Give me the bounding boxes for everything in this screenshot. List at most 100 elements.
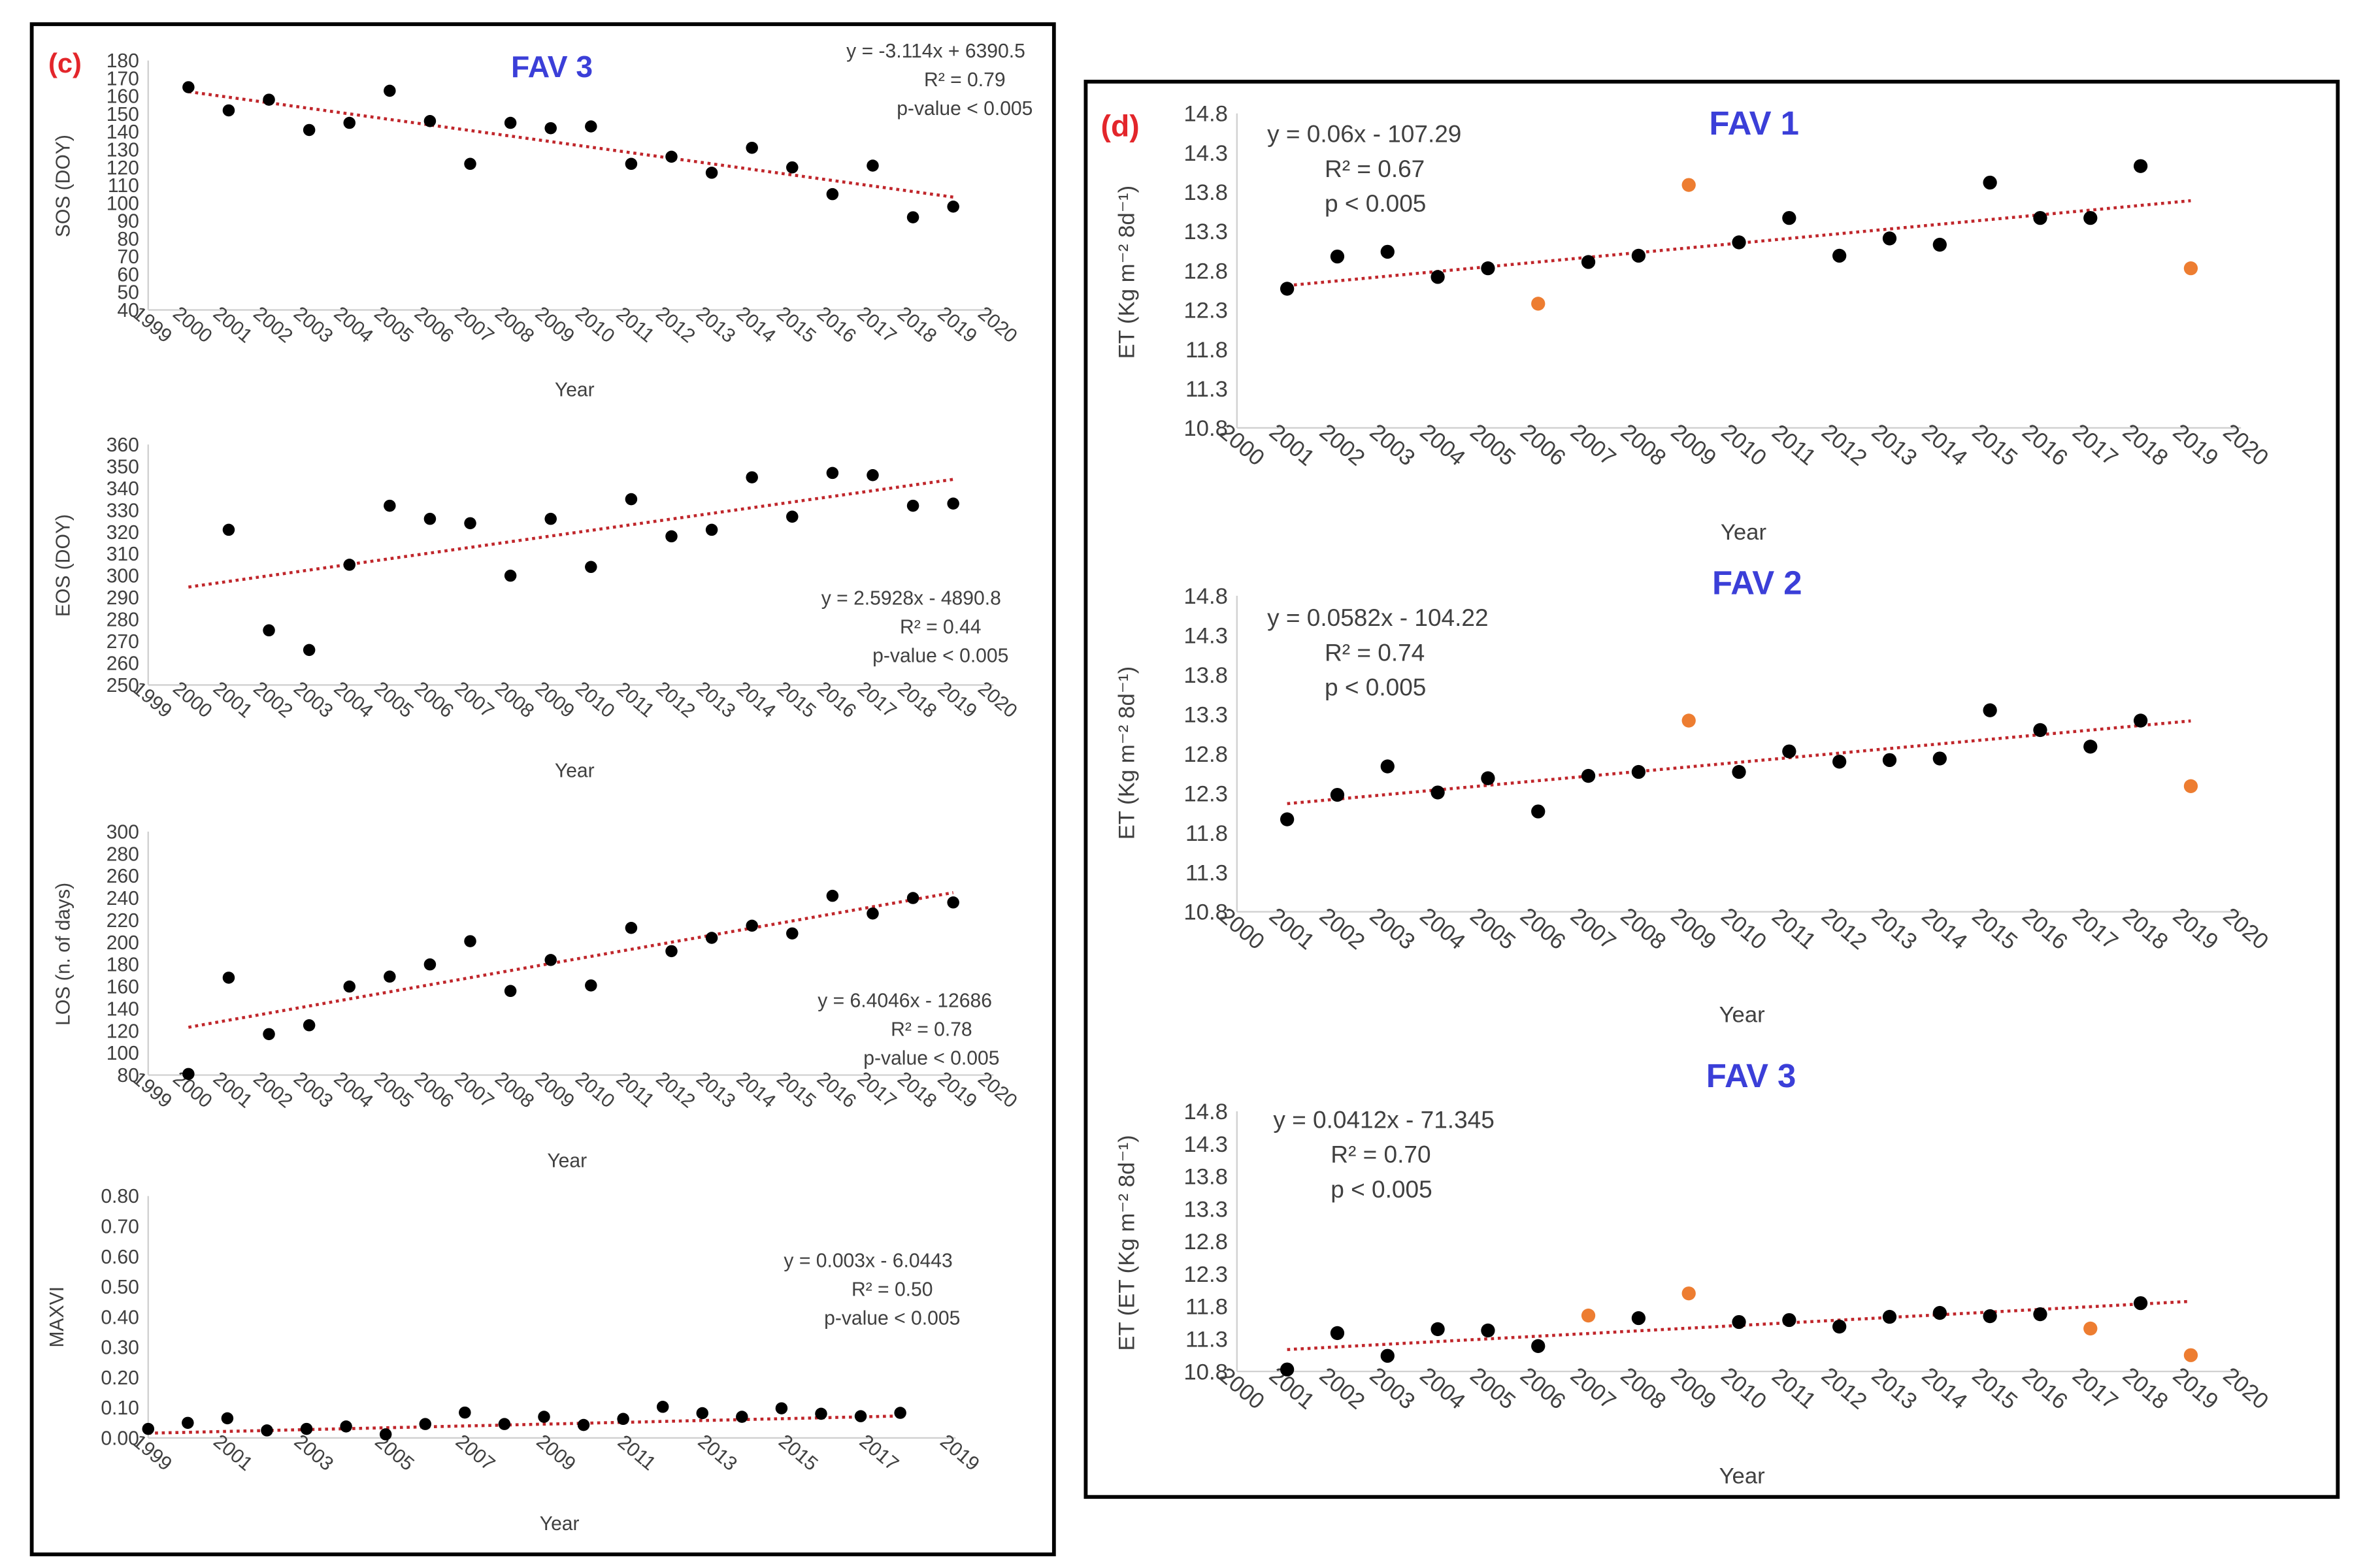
y-tick-label: 80 [117, 229, 139, 250]
data-point [1932, 237, 1947, 252]
y-tick-label: 110 [108, 175, 139, 197]
y-tick-label: 240 [107, 888, 139, 909]
y-tick-label: 13.8 [1183, 1165, 1228, 1190]
data-point [826, 466, 839, 480]
x-axis-title: Year [547, 1151, 587, 1172]
y-tick-label: 14.3 [1183, 623, 1228, 648]
y-tick-label: 140 [107, 998, 139, 1020]
y-tick-label: 12.8 [1183, 1230, 1228, 1254]
data-point [1832, 1319, 1847, 1334]
data-point [423, 512, 437, 525]
data-point [1481, 261, 1495, 276]
y-tick-label: 180 [107, 955, 139, 976]
trend-equation: y = 6.4046x - 12686 [818, 990, 992, 1011]
y-tick-label: 40 [117, 300, 139, 321]
data-point [222, 104, 235, 117]
trend-equation: R² = 0.67 [1325, 155, 1425, 182]
data-point [2083, 210, 2098, 225]
y-tick-label: 170 [107, 68, 139, 90]
data-point [705, 932, 718, 944]
data-point [585, 561, 597, 574]
data-point [894, 1407, 906, 1419]
y-tick-label: 200 [107, 932, 139, 954]
trend-equation: p < 0.005 [1325, 674, 1426, 701]
data-point [705, 523, 718, 536]
data-point [1732, 235, 1746, 250]
trend-equation: y = 0.0582x - 104.22 [1267, 604, 1489, 631]
y-tick-label: 0.10 [101, 1397, 139, 1419]
data-point [1782, 1313, 1796, 1328]
y-axis-title: ET (Kg m⁻² 8d⁻¹) [1114, 666, 1139, 840]
data-point [947, 896, 959, 909]
data-point [665, 945, 678, 958]
data-point [221, 1412, 234, 1425]
y-tick-label: 80 [117, 1065, 139, 1086]
trend-equation: R² = 0.74 [1325, 638, 1425, 666]
data-point [746, 471, 758, 483]
data-point [1581, 255, 1596, 269]
y-tick-label: 300 [107, 821, 139, 843]
highlight-point [2183, 261, 2198, 276]
y-tick-label: 260 [107, 653, 139, 674]
y-tick-label: 70 [117, 246, 139, 268]
y-axis-title: EOS (DOY) [52, 514, 74, 617]
data-point [263, 93, 275, 106]
y-tick-label: 0.30 [101, 1337, 139, 1359]
trendline [188, 890, 954, 1029]
data-point [625, 493, 638, 506]
data-point [222, 523, 235, 536]
data-point [826, 889, 839, 902]
panel-d-label: (d) [1101, 108, 1140, 142]
trend-equation: p < 0.005 [1331, 1175, 1432, 1203]
trend-equation: y = 0.0412x - 71.345 [1273, 1106, 1494, 1134]
chart-d3-title: FAV 3 [1706, 1057, 1796, 1094]
y-tick-label: 0.50 [101, 1277, 139, 1298]
y-tick-label: 13.3 [1183, 702, 1228, 727]
data-point [303, 123, 316, 137]
x-axis-title: Year [1719, 1463, 1765, 1488]
data-point [815, 1407, 827, 1420]
data-point [544, 122, 557, 135]
highlight-point [1581, 1308, 1596, 1323]
y-tick-label: 220 [107, 910, 139, 932]
data-point [2083, 740, 2098, 754]
y-tick-label: 11.8 [1185, 1295, 1228, 1320]
data-point [2033, 210, 2047, 225]
y-tick-label: 350 [107, 456, 139, 478]
data-point [1882, 753, 1897, 768]
x-axis-title: Year [1721, 520, 1766, 545]
chart-d1-title: FAV 1 [1709, 105, 1799, 142]
data-point [379, 1428, 392, 1441]
data-point [464, 935, 476, 947]
y-tick-label: 90 [117, 211, 139, 233]
data-point [263, 1028, 275, 1041]
y-tick-label: 290 [107, 587, 139, 609]
data-point [906, 892, 919, 904]
data-point [504, 985, 517, 998]
y-tick-label: 150 [107, 104, 139, 125]
y-tick-label: 180 [107, 50, 139, 72]
data-point [786, 161, 799, 174]
y-tick-label: 12.3 [1183, 299, 1228, 323]
trendline [148, 1414, 901, 1435]
data-point [1330, 249, 1345, 264]
y-tick-label: 50 [117, 282, 139, 304]
y-tick-label: 11.3 [1185, 860, 1228, 885]
data-point [182, 1416, 194, 1429]
y-axis-title: MAXVI [46, 1286, 68, 1348]
trend-equation: y = 0.003x - 6.0443 [784, 1250, 952, 1271]
data-point [1431, 785, 1445, 800]
y-tick-label: 11.3 [1185, 377, 1228, 402]
data-point [705, 167, 718, 179]
data-point [384, 84, 396, 97]
data-point [303, 1019, 316, 1032]
data-point [1932, 751, 1947, 766]
y-tick-label: 12.8 [1183, 259, 1228, 284]
y-axis-title: LOS (n. of days) [52, 883, 74, 1026]
data-point [384, 970, 396, 983]
trend-equation: p-value < 0.005 [872, 645, 1008, 667]
data-point [182, 1068, 195, 1081]
y-tick-label: 320 [107, 522, 139, 544]
data-point [585, 979, 597, 992]
data-point [1280, 282, 1295, 296]
